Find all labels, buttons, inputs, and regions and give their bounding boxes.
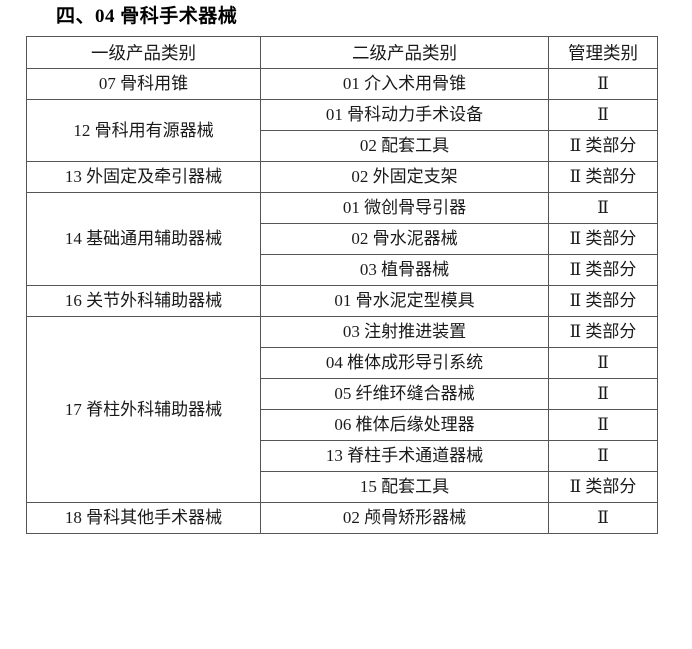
cell-secondary-category: 04 椎体成形导引系统: [260, 347, 549, 379]
cell-secondary-category: 01 骨科动力手术设备: [260, 99, 549, 131]
table-header-row: 一级产品类别 二级产品类别 管理类别: [26, 36, 658, 69]
cell-management-class: Ⅱ 类部分: [548, 223, 658, 255]
table-row: 18 骨科其他手术器械 02 颅骨矫形器械 Ⅱ: [26, 502, 658, 534]
cell-management-class: Ⅱ: [548, 409, 658, 441]
cell-management-class: Ⅱ: [548, 440, 658, 472]
cell-management-class: Ⅱ 类部分: [548, 130, 658, 162]
cell-management-class: Ⅱ 类部分: [548, 316, 658, 348]
page-title: 四、04 骨科手术器械: [56, 6, 238, 27]
table-row: 06 椎体后缘处理器 Ⅱ: [27, 409, 658, 441]
cell-management-class: Ⅱ 类部分: [548, 285, 658, 317]
cell-management-class: Ⅱ: [548, 192, 658, 224]
cell-management-class: Ⅱ 类部分: [548, 254, 658, 286]
table-header: 一级产品类别 二级产品类别 管理类别: [26, 36, 658, 69]
cell-management-class: Ⅱ 类部分: [548, 471, 658, 503]
table-row: 17 脊柱外科辅助器械 03 注射推进装置 Ⅱ 类部分: [26, 316, 658, 503]
cell-primary-category: 18 骨科其他手术器械: [26, 502, 261, 534]
table-row: 12 骨科用有源器械 01 骨科动力手术设备 Ⅱ: [26, 99, 658, 162]
table-row: 04 椎体成形导引系统 Ⅱ: [27, 347, 658, 379]
cell-secondary-category: 05 纤维环缝合器械: [260, 378, 549, 410]
category-table: 一级产品类别 二级产品类别 管理类别 07 骨科用锥 01 介入术用骨锥 Ⅱ 12 骨…: [26, 36, 658, 534]
cell-management-class: Ⅱ: [548, 99, 658, 131]
cell-primary-category: 12 骨科用有源器械: [26, 99, 261, 162]
cell-secondary-category: 02 外固定支架: [260, 161, 549, 193]
cell-management-class: Ⅱ: [548, 68, 658, 100]
table-row: 14 基础通用辅助器械 01 微创骨导引器 Ⅱ: [26, 192, 658, 286]
column-header-secondary-category: 二级产品类别: [260, 36, 549, 69]
cell-secondary-category: 02 颅骨矫形器械: [260, 502, 549, 534]
table-body: 07 骨科用锥 01 介入术用骨锥 Ⅱ 12 骨科用有源器械 01 骨科动力手术设备 Ⅱ 0…: [26, 68, 658, 534]
cell-secondary-category: 02 骨水泥器械: [260, 223, 549, 255]
cell-secondary-category: 02 配套工具: [260, 130, 549, 162]
table-row: 13 脊柱手术通道器械 Ⅱ: [27, 440, 658, 472]
cell-management-class: Ⅱ: [548, 347, 658, 379]
cell-primary-category: 16 关节外科辅助器械: [26, 285, 261, 317]
table-row: 13 外固定及牵引器械 02 外固定支架 Ⅱ 类部分: [26, 161, 658, 193]
table-row: 03 植骨器械 Ⅱ 类部分: [27, 254, 658, 286]
cell-primary-category: 17 脊柱外科辅助器械: [26, 316, 261, 503]
cell-secondary-category: 03 注射推进装置: [260, 316, 549, 348]
table-row: 02 配套工具 Ⅱ 类部分: [27, 130, 658, 162]
cell-management-class: Ⅱ: [548, 502, 658, 534]
cell-secondary-category: 03 植骨器械: [260, 254, 549, 286]
cell-management-class: Ⅱ 类部分: [548, 161, 658, 193]
cell-management-class: Ⅱ: [548, 378, 658, 410]
cell-primary-category: 07 骨科用锥: [26, 68, 261, 100]
table-row: 15 配套工具 Ⅱ 类部分: [27, 471, 658, 503]
table-row: 16 关节外科辅助器械 01 骨水泥定型模具 Ⅱ 类部分: [26, 285, 658, 317]
cell-secondary-category: 01 微创骨导引器: [260, 192, 549, 224]
cell-primary-category: 14 基础通用辅助器械: [26, 192, 261, 286]
cell-secondary-category: 13 脊柱手术通道器械: [260, 440, 549, 472]
cell-secondary-category: 01 骨水泥定型模具: [260, 285, 549, 317]
cell-secondary-category: 15 配套工具: [260, 471, 549, 503]
cell-secondary-category: 01 介入术用骨锥: [260, 68, 549, 100]
cell-primary-category: 13 外固定及牵引器械: [26, 161, 261, 193]
column-header-primary-category: 一级产品类别: [26, 36, 261, 69]
category-table-container: 一级产品类别 二级产品类别 管理类别 07 骨科用锥 01 介入术用骨锥 Ⅱ 12 骨…: [26, 36, 658, 534]
column-header-management-class: 管理类别: [548, 36, 658, 69]
cell-secondary-category: 06 椎体后缘处理器: [260, 409, 549, 441]
table-row: 07 骨科用锥 01 介入术用骨锥 Ⅱ: [26, 68, 658, 100]
